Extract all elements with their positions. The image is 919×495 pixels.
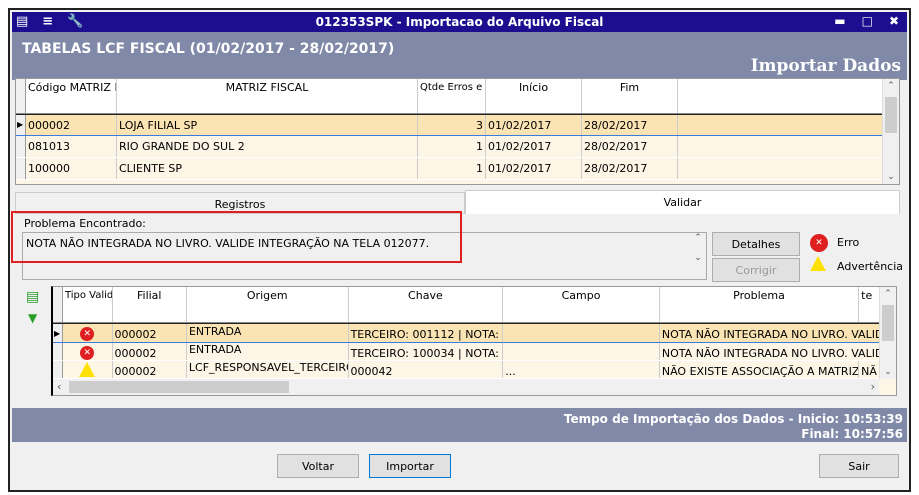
window-title: 012353SPK - Importacao do Arquivo Fiscal <box>315 15 604 29</box>
vertical-scrollbar[interactable]: ⌃ ⌄ <box>882 79 899 184</box>
export-icon[interactable]: ▤ <box>16 14 29 29</box>
table-row[interactable]: ✕ 000002 ENTRADA TERCEIRO: 100034 | NOTA… <box>53 343 879 361</box>
error-icon: ✕ <box>80 346 95 360</box>
title-bar: 012353SPK - Importacao do Arquivo Fiscal… <box>12 12 907 32</box>
col-tipo[interactable]: Tipo Validação <box>63 287 113 322</box>
table-row[interactable]: 081013 RIO GRANDE DO SUL 2 1 01/02/2017 … <box>16 136 882 158</box>
legend-advertencia: Advertência <box>837 260 904 273</box>
vertical-scrollbar[interactable]: ⌃ ⌄ <box>879 287 896 379</box>
corrigir-button[interactable]: Corrigir <box>712 258 800 282</box>
warning-icon <box>810 256 826 271</box>
tab-registros[interactable]: Registros <box>15 192 465 214</box>
import-time-start: Tempo de Importação dos Dados - Inicio: … <box>563 412 903 426</box>
traffic-light-icon[interactable]: ≡ <box>42 14 54 29</box>
col-extra[interactable]: te <box>861 289 873 302</box>
maximize-button[interactable]: □ <box>861 14 873 28</box>
export-grid-icon[interactable]: ▤ <box>26 289 40 305</box>
error-icon: ✕ <box>810 234 828 252</box>
grid-header: Tipo Validação Filial Origem Chave Campo… <box>53 287 879 323</box>
validation-grid: Tipo Validação Filial Origem Chave Campo… <box>51 286 897 396</box>
wrench-icon[interactable]: 🔧 <box>67 14 84 29</box>
import-time-end: Final: 10:57:56 <box>801 427 903 441</box>
col-filial[interactable]: Filial <box>113 287 187 322</box>
col-inicio[interactable]: Início <box>486 79 582 113</box>
col-qtde[interactable]: Qtde Erros e Advertências <box>418 79 486 113</box>
import-window: 012353SPK - Importacao do Arquivo Fiscal… <box>8 8 911 492</box>
sair-button[interactable]: Sair <box>819 454 899 478</box>
page-title: TABELAS LCF FISCAL (01/02/2017 - 28/02/2… <box>22 41 395 57</box>
col-matriz[interactable]: MATRIZ FISCAL <box>117 79 418 113</box>
close-button[interactable]: ✖ <box>888 14 899 28</box>
import-data-heading: Importar Dados <box>750 56 901 76</box>
tab-validar[interactable]: Validar <box>465 190 900 214</box>
legend-erro: Erro <box>837 236 860 249</box>
problem-scrollbar[interactable]: ⌃ ⌄ <box>694 233 702 263</box>
header-band: TABELAS LCF FISCAL (01/02/2017 - 28/02/2… <box>12 32 907 80</box>
highlight-box <box>11 211 462 263</box>
table-row[interactable]: ▶ ✕ 000002 ENTRADA TERCEIRO: 001112 | NO… <box>53 323 880 343</box>
col-codigo[interactable]: Código MATRIZ FISCAL <box>26 79 117 113</box>
problem-text: NOTA NÃO INTEGRADA NO LIVRO. VALIDE INTE… <box>26 237 430 250</box>
status-bar: Tempo de Importação dos Dados - Inicio: … <box>12 408 907 442</box>
col-problema[interactable]: Problema <box>660 287 860 322</box>
problem-textbox[interactable]: NOTA NÃO INTEGRADA NO LIVRO. VALIDE INTE… <box>22 232 707 280</box>
filter-down-icon[interactable]: ▼ <box>28 311 38 325</box>
matriz-grid: Código MATRIZ FISCAL MATRIZ FISCAL Qtde … <box>15 78 900 185</box>
horizontal-scrollbar[interactable]: ‹ › <box>53 379 879 395</box>
table-row[interactable]: 100000 CLIENTE SP 1 01/02/2017 28/02/201… <box>16 158 882 180</box>
col-fim[interactable]: Fim <box>582 79 678 113</box>
table-row[interactable]: 000002 LCF_RESPONSAVEL_TERCEIRO 000042 .… <box>53 361 879 379</box>
table-row[interactable]: ▶ 000002 LOJA FILIAL SP 3 01/02/2017 28/… <box>16 114 882 136</box>
voltar-button[interactable]: Voltar <box>277 454 359 478</box>
col-chave[interactable]: Chave <box>349 287 504 322</box>
importar-button[interactable]: Importar <box>369 454 451 478</box>
col-campo[interactable]: Campo <box>503 287 660 322</box>
warning-icon <box>79 362 96 377</box>
grid-header: Código MATRIZ FISCAL MATRIZ FISCAL Qtde … <box>16 79 882 114</box>
error-icon: ✕ <box>80 327 95 341</box>
col-origem[interactable]: Origem <box>187 287 349 322</box>
problem-label: Problema Encontrado: <box>24 217 146 230</box>
detalhes-button[interactable]: Detalhes <box>712 232 800 256</box>
minimize-button[interactable]: ▬ <box>834 14 846 28</box>
